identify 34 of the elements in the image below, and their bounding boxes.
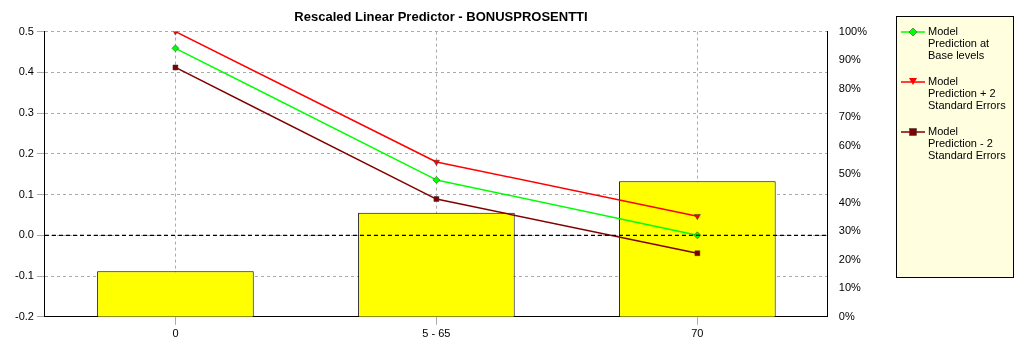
y2-tick-label: 40% xyxy=(838,195,862,208)
legend-label: Model Prediction - 2 Standard Errors xyxy=(928,125,1007,161)
y-tick-label: 0.1 xyxy=(18,187,34,200)
y2-tick-label: 50% xyxy=(838,167,862,180)
y2-tick-label: 100% xyxy=(838,24,868,37)
y-tick-label: 0.0 xyxy=(18,228,34,241)
y-tick-label: -0.1 xyxy=(14,269,34,282)
y-tick-label: -0.2 xyxy=(14,309,34,322)
y-tick-label: 0.4 xyxy=(18,65,34,78)
y2-tick-label: 10% xyxy=(838,281,862,294)
point xyxy=(432,176,441,184)
y2-tick-label: 0% xyxy=(838,309,855,322)
y2-tick-label: 70% xyxy=(838,110,862,123)
legend-label: Model Prediction at Base levels xyxy=(928,25,991,61)
chart-title: Rescaled Linear Predictor - BONUSPROSENTTI xyxy=(294,9,588,25)
y-tick-label: 0.2 xyxy=(18,146,34,159)
point xyxy=(172,64,179,71)
y2-tick-label: 90% xyxy=(838,53,862,66)
point xyxy=(171,44,180,53)
x-tick-label: 5 - 65 xyxy=(422,327,451,340)
x-tick-label: 0 xyxy=(172,327,179,340)
y-tick-label: 0.5 xyxy=(18,24,34,37)
y-tick-label: 0.3 xyxy=(18,106,34,119)
y2-tick-label: 20% xyxy=(838,252,862,265)
point xyxy=(694,214,701,220)
point xyxy=(694,250,701,256)
y2-tick-label: 80% xyxy=(838,81,862,94)
x-tick-label: 70 xyxy=(691,327,704,340)
point xyxy=(433,159,440,166)
point xyxy=(433,196,440,202)
legend-label: Model Prediction + 2 Standard Errors xyxy=(928,75,1007,111)
y2-tick-label: 30% xyxy=(838,224,862,237)
y2-tick-label: 60% xyxy=(838,138,862,151)
point xyxy=(172,31,179,36)
